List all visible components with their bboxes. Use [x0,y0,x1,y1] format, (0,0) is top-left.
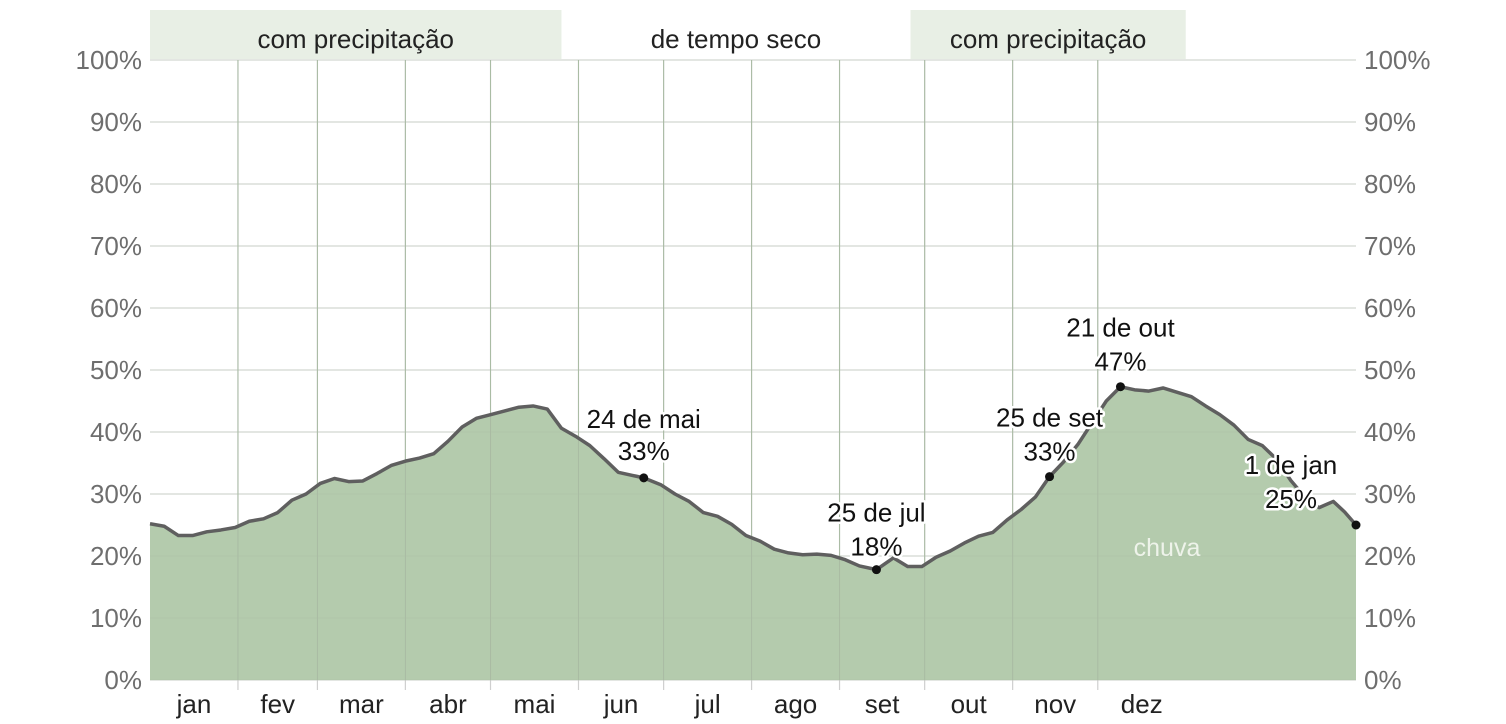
y-tick-right-9: 90% [1364,107,1416,137]
month-label-fev: fev [260,689,295,719]
annotation-point-1 [871,565,881,575]
annotation-point-2 [1045,472,1055,482]
annotation-date-1: 25 de jul [827,498,925,528]
y-tick-left-2: 20% [90,541,142,571]
y-axis-left: 0% 10% 20% 30% 40% 50% 60% 70% 80% 90% 100% [76,45,143,695]
season-label-1: de tempo seco [651,24,822,54]
month-label-nov: nov [1034,689,1076,719]
annotation-value-2: 33% [1024,437,1076,467]
y-tick-left-7: 70% [90,231,142,261]
y-tick-right-10: 100% [1364,45,1431,75]
month-label-jul: jul [694,689,721,719]
y-tick-left-5: 50% [90,355,142,385]
season-band-2 [910,10,1186,59]
y-tick-left-1: 10% [90,603,142,633]
month-label-out: out [951,689,988,719]
y-tick-right-8: 80% [1364,169,1416,199]
y-tick-left-9: 90% [90,107,142,137]
annotation-point-0 [639,473,649,483]
y-tick-right-6: 60% [1364,293,1416,323]
annotation-point-3 [1115,382,1125,392]
annotation-value-1: 18% [850,532,902,562]
y-tick-left-6: 60% [90,293,142,323]
y-tick-right-0: 0% [1364,665,1402,695]
series-line-0 [149,384,1358,572]
annotation-date-0: 24 de mai [587,404,701,434]
y-tick-left-4: 40% [90,417,142,447]
season-band-0 [150,10,562,59]
annotation-value-3: 47% [1094,347,1146,377]
y-axis-right: 0% 10% 20% 30% 40% 50% 60% 70% 80% 90% 100% [1364,45,1431,695]
annotation-date-4: 1 de jan [1245,450,1338,480]
annotation-point-4 [1351,520,1361,530]
y-tick-right-5: 50% [1364,355,1416,385]
series-label-0: chuva [1134,534,1201,562]
y-tick-right-3: 30% [1364,479,1416,509]
y-tick-right-2: 20% [1364,541,1416,571]
month-label-jun: jun [603,689,639,719]
month-label-abr: abr [429,689,467,719]
month-label-mar: mar [339,689,384,719]
y-tick-left-0: 0% [104,665,142,695]
y-tick-right-1: 10% [1364,603,1416,633]
annotation-value-0: 33% [618,436,670,466]
season-bands: com precipitação de tempo seco com precipi… [150,10,1186,59]
x-axis-months: jan fev mar abr mai jun jul ago set out nov dez [176,689,1163,719]
month-label-ago: ago [774,689,817,719]
y-tick-left-8: 80% [90,169,142,199]
season-label-2: com precipitação [950,24,1147,54]
y-tick-left-10: 100% [76,45,143,75]
month-label-set: set [865,689,900,719]
annotation-date-2: 25 de set [996,403,1104,433]
y-tick-right-7: 70% [1364,231,1416,261]
area-series: chuva [149,59,1358,681]
area-fill-0 [150,386,1356,680]
y-tick-left-3: 30% [90,479,142,509]
month-label-jan: jan [176,689,212,719]
y-tick-right-4: 40% [1364,417,1416,447]
season-label-0: com precipitação [257,24,454,54]
annotation-date-3: 21 de out [1066,313,1175,343]
month-label-mai: mai [514,689,556,719]
month-label-dez: dez [1121,689,1163,719]
annotation-value-4: 25% [1265,484,1317,514]
